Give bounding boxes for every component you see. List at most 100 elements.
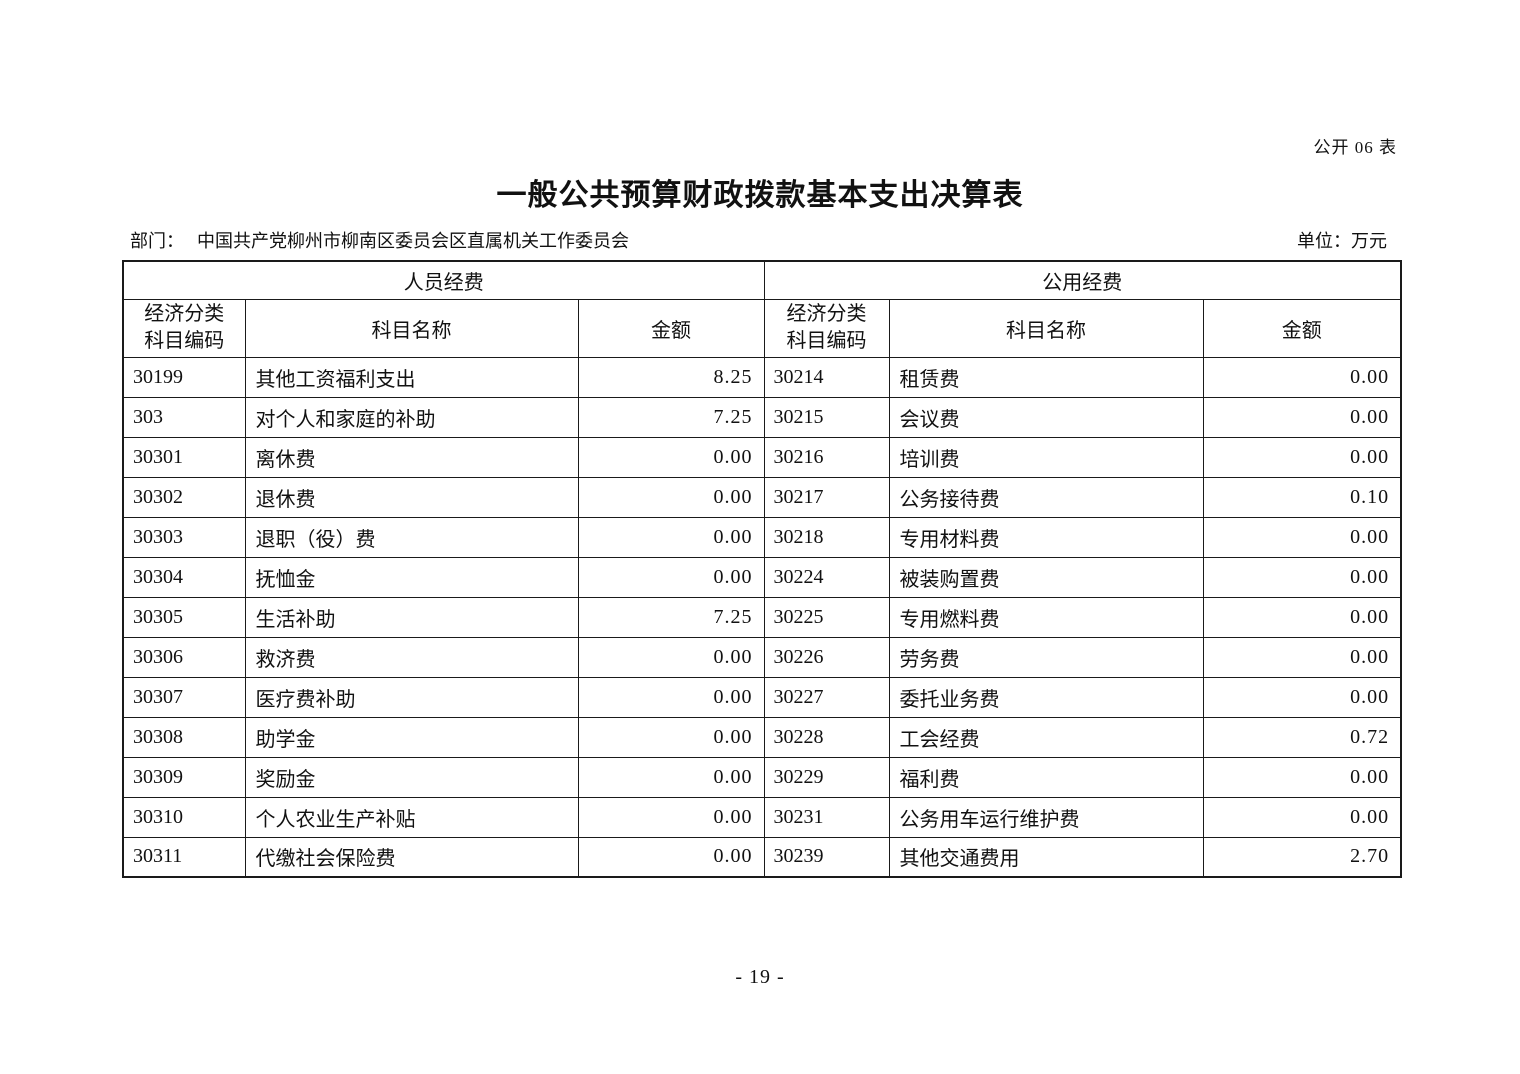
col-header-code-line1: 经济分类 — [144, 303, 225, 325]
amount-cell: 0.72 — [1202, 716, 1402, 758]
code-cell: 30231 — [763, 796, 890, 838]
unit-label: 单位：万元 — [1297, 231, 1387, 251]
subject-cell: 其他交通费用 — [888, 836, 1204, 878]
group-header-public: 公用经费 — [763, 260, 1402, 300]
code-cell: 30229 — [763, 756, 890, 798]
amount-cell: 2.70 — [1202, 836, 1402, 878]
amount-cell: 0.00 — [1202, 396, 1402, 438]
code-cell: 30214 — [763, 356, 890, 398]
subject-cell: 劳务费 — [888, 636, 1204, 678]
group-header-personnel: 人员经费 — [122, 260, 765, 300]
col-header-code-left: 经济分类 科目编码 — [122, 298, 246, 358]
amount-cell: 0.00 — [577, 476, 765, 518]
amount-cell: 0.00 — [1202, 636, 1402, 678]
code-cell: 30308 — [122, 716, 246, 758]
table-row: 30308 助学金 0.00 30228 工会经费 0.72 — [122, 716, 1402, 758]
subject-cell: 个人农业生产补贴 — [244, 796, 579, 838]
subject-cell: 奖励金 — [244, 756, 579, 798]
amount-cell: 7.25 — [577, 596, 765, 638]
subject-cell: 委托业务费 — [888, 676, 1204, 718]
amount-cell: 0.00 — [1202, 796, 1402, 838]
col-header-name-left: 科目名称 — [244, 298, 579, 358]
amount-cell: 0.00 — [577, 716, 765, 758]
subject-cell: 医疗费补助 — [244, 676, 579, 718]
code-cell: 30311 — [122, 836, 246, 878]
amount-cell: 0.00 — [1202, 676, 1402, 718]
col-header-code-right: 经济分类 科目编码 — [763, 298, 890, 358]
col-header-name-right: 科目名称 — [888, 298, 1204, 358]
subject-cell: 被装购置费 — [888, 556, 1204, 598]
page-title: 一般公共预算财政拨款基本支出决算表 — [496, 179, 1024, 212]
subject-cell: 公务接待费 — [888, 476, 1204, 518]
department-line: 部门： 中国共产党柳州市柳南区委员会区直属机关工作委员会 — [130, 227, 629, 253]
column-header-row: 经济分类 科目编码 科目名称 金额 经济分类 科目编码 科目名称 金额 — [122, 298, 1402, 358]
code-cell: 30305 — [122, 596, 246, 638]
table-row: 30309 奖励金 0.00 30229 福利费 0.00 — [122, 756, 1402, 798]
code-cell: 30301 — [122, 436, 246, 478]
table-row: 30305 生活补助 7.25 30225 专用燃料费 0.00 — [122, 596, 1402, 638]
subject-cell: 生活补助 — [244, 596, 579, 638]
table-row: 30306 救济费 0.00 30226 劳务费 0.00 — [122, 636, 1402, 678]
amount-cell: 0.00 — [577, 756, 765, 798]
code-cell: 30215 — [763, 396, 890, 438]
subject-cell: 退职（役）费 — [244, 516, 579, 558]
group-header-row: 人员经费 公用经费 — [122, 260, 1402, 300]
subject-cell: 工会经费 — [888, 716, 1204, 758]
table-row: 30310 个人农业生产补贴 0.00 30231 公务用车运行维护费 0.00 — [122, 796, 1402, 838]
amount-cell: 0.10 — [1202, 476, 1402, 518]
amount-cell: 0.00 — [1202, 436, 1402, 478]
subject-cell: 代缴社会保险费 — [244, 836, 579, 878]
code-cell: 30309 — [122, 756, 246, 798]
amount-cell: 0.00 — [577, 796, 765, 838]
amount-cell: 0.00 — [577, 636, 765, 678]
code-cell: 30199 — [122, 356, 246, 398]
amount-cell: 0.00 — [577, 436, 765, 478]
amount-cell: 0.00 — [1202, 356, 1402, 398]
code-cell: 30239 — [763, 836, 890, 878]
table-row: 30307 医疗费补助 0.00 30227 委托业务费 0.00 — [122, 676, 1402, 718]
subject-cell: 助学金 — [244, 716, 579, 758]
code-cell: 30228 — [763, 716, 890, 758]
department-value: 中国共产党柳州市柳南区委员会区直属机关工作委员会 — [197, 231, 629, 251]
amount-cell: 0.00 — [1202, 756, 1402, 798]
code-cell: 30310 — [122, 796, 246, 838]
table-row: 30199 其他工资福利支出 8.25 30214 租赁费 0.00 — [122, 356, 1402, 398]
table-row: 30304 抚恤金 0.00 30224 被装购置费 0.00 — [122, 556, 1402, 598]
code-cell: 30304 — [122, 556, 246, 598]
amount-cell: 7.25 — [577, 396, 765, 438]
col-header-code-line2: 科目编码 — [786, 330, 867, 352]
table-row: 30301 离休费 0.00 30216 培训费 0.00 — [122, 436, 1402, 478]
table-row: 30303 退职（役）费 0.00 30218 专用材料费 0.00 — [122, 516, 1402, 558]
table-row: 30302 退休费 0.00 30217 公务接待费 0.10 — [122, 476, 1402, 518]
code-cell: 30218 — [763, 516, 890, 558]
amount-cell: 0.00 — [577, 556, 765, 598]
amount-cell: 0.00 — [1202, 556, 1402, 598]
col-header-code-line1: 经济分类 — [786, 303, 867, 325]
code-cell: 30217 — [763, 476, 890, 518]
subject-cell: 专用燃料费 — [888, 596, 1204, 638]
subject-cell: 救济费 — [244, 636, 579, 678]
subject-cell: 离休费 — [244, 436, 579, 478]
code-cell: 30226 — [763, 636, 890, 678]
code-cell: 30306 — [122, 636, 246, 678]
department-label: 部门： — [130, 231, 184, 251]
budget-table: 人员经费 公用经费 经济分类 科目编码 科目名称 金额 经济分类 科目编码 科目… — [122, 260, 1403, 878]
amount-cell: 0.00 — [1202, 596, 1402, 638]
col-header-amount-left: 金额 — [577, 298, 765, 358]
code-cell: 30302 — [122, 476, 246, 518]
amount-cell: 0.00 — [1202, 516, 1402, 558]
col-header-code-line2: 科目编码 — [144, 330, 225, 352]
code-cell: 303 — [122, 396, 246, 438]
table-row: 30311 代缴社会保险费 0.00 30239 其他交通费用 2.70 — [122, 836, 1402, 878]
subject-cell: 租赁费 — [888, 356, 1204, 398]
amount-cell: 0.00 — [577, 516, 765, 558]
subject-cell: 公务用车运行维护费 — [888, 796, 1204, 838]
code-cell: 30227 — [763, 676, 890, 718]
meta-row: 部门： 中国共产党柳州市柳南区委员会区直属机关工作委员会 单位：万元 — [130, 227, 1387, 253]
code-cell: 30303 — [122, 516, 246, 558]
subject-cell: 对个人和家庭的补助 — [244, 396, 579, 438]
subject-cell: 其他工资福利支出 — [244, 356, 579, 398]
amount-cell: 0.00 — [577, 836, 765, 878]
code-cell: 30216 — [763, 436, 890, 478]
code-cell: 30225 — [763, 596, 890, 638]
